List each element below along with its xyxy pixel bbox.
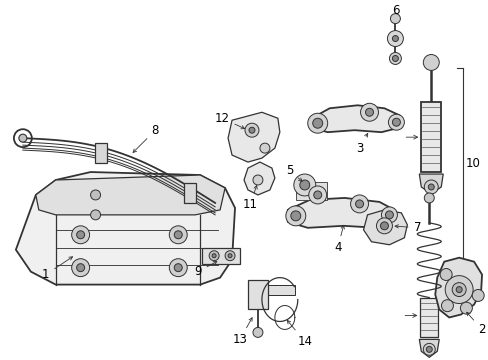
Circle shape [227,254,232,258]
Circle shape [355,200,363,208]
Circle shape [389,14,400,24]
Circle shape [426,346,431,352]
Circle shape [388,53,401,64]
Polygon shape [227,112,279,162]
Bar [202,248,240,264]
Circle shape [387,114,404,130]
Polygon shape [244,162,274,195]
Circle shape [308,186,326,204]
Polygon shape [311,105,399,132]
Circle shape [285,206,305,226]
Circle shape [455,287,461,293]
Polygon shape [419,339,438,357]
Text: 5: 5 [285,163,302,181]
Circle shape [290,211,300,221]
Circle shape [424,180,437,194]
Text: 11: 11 [242,185,257,211]
Bar [247,280,267,310]
Circle shape [244,123,259,137]
Circle shape [312,118,322,128]
Text: 1: 1 [42,257,72,281]
Circle shape [299,180,309,190]
Circle shape [77,264,84,272]
Circle shape [307,113,327,133]
Text: 7: 7 [394,221,420,234]
Polygon shape [267,285,294,294]
Circle shape [174,264,182,272]
Circle shape [424,193,433,203]
Circle shape [248,127,254,133]
Circle shape [169,259,187,276]
Circle shape [313,191,321,199]
Circle shape [392,118,400,126]
Circle shape [224,251,235,261]
Text: 12: 12 [214,112,244,129]
Circle shape [392,36,398,41]
Circle shape [212,254,216,258]
Polygon shape [287,198,394,228]
Circle shape [209,251,219,261]
Circle shape [252,175,263,185]
Text: 3: 3 [355,134,367,155]
Circle shape [423,54,438,71]
Circle shape [471,289,483,301]
Text: 14: 14 [286,320,312,348]
Circle shape [252,328,263,337]
Text: 13: 13 [232,318,252,346]
Circle shape [423,343,434,355]
Circle shape [441,300,452,312]
Text: 10: 10 [465,157,480,170]
Polygon shape [36,175,224,215]
Circle shape [90,190,101,200]
Circle shape [439,269,451,280]
Circle shape [392,55,398,62]
Circle shape [427,184,433,190]
Text: 6: 6 [391,4,398,17]
Circle shape [350,195,368,213]
Circle shape [90,210,101,220]
Circle shape [376,218,392,234]
Circle shape [174,231,182,239]
Circle shape [460,302,471,314]
Text: 8: 8 [133,124,159,153]
Circle shape [169,226,187,244]
Circle shape [260,143,269,153]
Circle shape [293,174,315,196]
Circle shape [385,211,393,219]
Circle shape [365,108,373,116]
Circle shape [451,283,465,297]
Bar [184,184,196,203]
Polygon shape [295,182,326,200]
Circle shape [381,207,397,223]
Bar [94,143,106,163]
Text: 9: 9 [194,261,216,278]
Circle shape [380,222,387,230]
Text: 4: 4 [333,225,344,254]
Circle shape [19,134,27,142]
Circle shape [72,226,89,244]
Text: 2: 2 [466,312,485,336]
Circle shape [360,103,378,121]
Polygon shape [434,258,481,318]
Polygon shape [419,174,442,194]
Polygon shape [16,172,235,285]
Circle shape [72,259,89,276]
Circle shape [386,31,403,46]
Polygon shape [363,210,407,245]
Circle shape [444,276,472,303]
Bar [421,102,440,172]
Circle shape [77,231,84,239]
Bar [420,298,437,337]
